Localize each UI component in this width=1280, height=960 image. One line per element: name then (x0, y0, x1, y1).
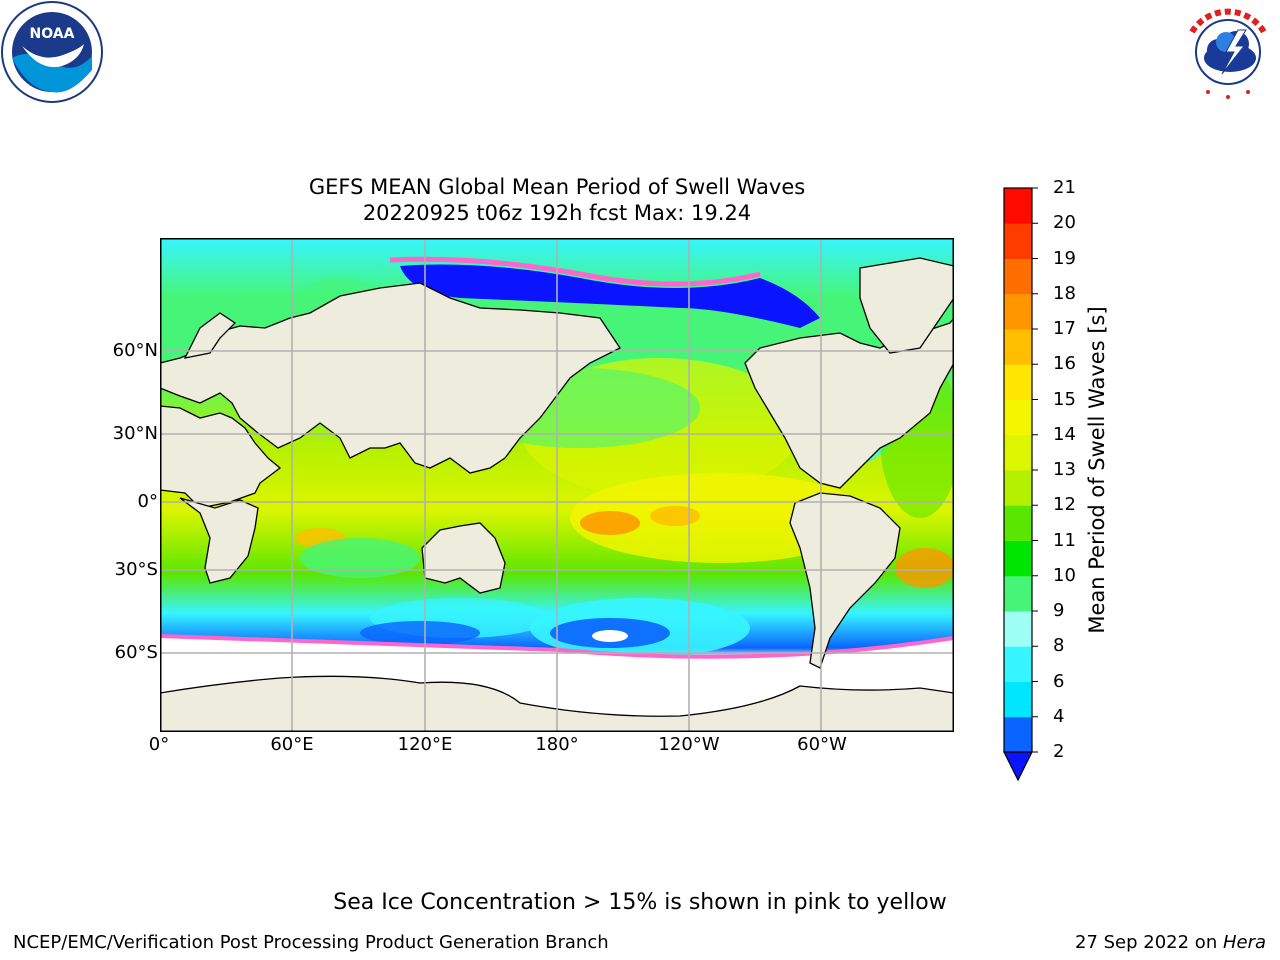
colorbar-label: 11 (1053, 529, 1076, 551)
noaa-logo-text: NOAA (30, 26, 75, 42)
colorbar-label: 2 (1053, 741, 1065, 762)
colorbar (1003, 187, 1038, 782)
land-australia (421, 522, 506, 594)
colorbar-segment (1004, 364, 1032, 400)
chart-title: GEFS MEAN Global Mean Period of Swell Wa… (308, 175, 806, 199)
colorbar-label: 19 (1053, 247, 1076, 269)
colorbar-segment (1004, 540, 1032, 577)
colorbar-segment (1004, 575, 1032, 612)
colorbar-ticks (1032, 187, 1038, 753)
colorbar-label: 13 (1053, 459, 1076, 480)
lon-label-120e: 120°E (397, 734, 453, 755)
footer-date-text: 27 Sep 2022 on (1075, 932, 1223, 953)
colorbar-segment (1004, 223, 1032, 259)
footer-date: 27 Sep 2022 on Hera (1075, 932, 1266, 953)
colorbar-segment (1004, 681, 1032, 718)
land-north-america (744, 316, 954, 489)
colorbar-under-arrow (1003, 751, 1033, 782)
colorbar-label: 10 (1053, 564, 1076, 586)
colorbar-label: 14 (1053, 423, 1076, 445)
colorbar-label: 6 (1053, 670, 1065, 692)
land-greenland (859, 257, 954, 354)
colorbar-segment (1004, 434, 1032, 471)
lat-label-60n: 60°N (112, 340, 158, 361)
land-africa (160, 405, 282, 509)
footer-machine: Hera (1222, 932, 1266, 953)
lon-label-60e: 60°E (270, 734, 314, 755)
lat-label-eq: 0° (137, 491, 158, 512)
colorbar-label: 8 (1053, 635, 1065, 657)
lat-label-60s: 60°S (114, 642, 158, 663)
lon-label-180: 180° (535, 734, 579, 755)
colorbar-segment (1004, 399, 1032, 436)
land-masses (160, 257, 954, 732)
colorbar-label: 15 (1053, 388, 1076, 410)
lat-label-30n: 30°N (112, 423, 158, 444)
colorbar-segment (1004, 611, 1032, 647)
nws-logo (1181, 5, 1275, 99)
colorbar-label: 4 (1053, 705, 1065, 727)
footer-credit: NCEP/EMC/Verification Post Processing Pr… (13, 932, 609, 953)
colorbar-segment (1004, 470, 1032, 506)
colorbar-label: 9 (1053, 600, 1065, 621)
map-frame (160, 238, 954, 732)
gridlines (160, 238, 954, 732)
colorbar-title: Mean Period of Swell Waves [s] (1085, 306, 1109, 634)
land-scandinavia (183, 312, 237, 359)
chart-subtitle: 20220925 t06z 192h fcst Max: 19.24 (362, 201, 752, 225)
lon-label-0: 0° (148, 734, 170, 755)
colorbar-segment (1004, 188, 1032, 224)
colorbar-segment (1004, 293, 1032, 330)
colorbar-segment (1004, 646, 1032, 682)
lon-label-60w: 60°W (797, 734, 847, 755)
colorbar-label: 12 (1053, 494, 1076, 516)
colorbar-label: 18 (1053, 282, 1076, 304)
noaa-logo: NOAA (1, 1, 103, 103)
sea-ice-note: Sea Ice Concentration > 15% is shown in … (333, 890, 947, 915)
colorbar-segment (1004, 329, 1032, 365)
colorbar-segments (1004, 188, 1032, 753)
colorbar-segment (1004, 716, 1032, 753)
colorbar-segment (1004, 258, 1032, 295)
colorbar-label: 16 (1053, 353, 1076, 375)
colorbar-label: 17 (1053, 318, 1076, 339)
colorbar-label: 21 (1053, 177, 1076, 198)
swell-period-map (160, 238, 954, 732)
lat-label-30s: 30°S (114, 559, 158, 580)
land-eurasia (160, 282, 621, 474)
colorbar-segment (1004, 505, 1032, 541)
colorbar-label: 20 (1053, 212, 1076, 234)
land-antarctica (160, 675, 954, 732)
lon-label-120w: 120°W (658, 734, 720, 755)
